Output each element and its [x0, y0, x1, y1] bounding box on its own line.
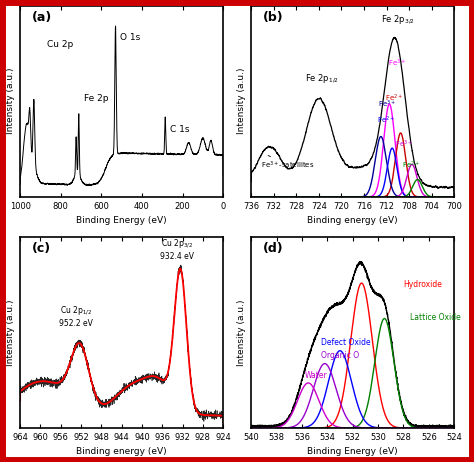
- Text: Defect Oxide: Defect Oxide: [321, 338, 371, 347]
- Text: C 1s: C 1s: [170, 125, 190, 134]
- Y-axis label: Intensity (a.u.): Intensity (a.u.): [6, 299, 15, 365]
- Text: Lattice Oxide: Lattice Oxide: [410, 313, 461, 322]
- X-axis label: Binding Energy (eV): Binding Energy (eV): [307, 447, 398, 456]
- X-axis label: Binding energy (eV): Binding energy (eV): [76, 447, 167, 456]
- Text: (b): (b): [264, 11, 284, 24]
- Text: Fe$^{2+}$: Fe$^{2+}$: [377, 115, 395, 126]
- Text: Fe$^{3+}$: Fe$^{3+}$: [395, 139, 414, 150]
- Text: O 1s: O 1s: [119, 33, 140, 42]
- Text: Fe$^{2+}$: Fe$^{2+}$: [402, 159, 420, 171]
- Text: Fe 2p: Fe 2p: [84, 94, 109, 103]
- Text: Fe$^{3+}$-satellites: Fe$^{3+}$-satellites: [261, 155, 315, 171]
- Text: Organic O: Organic O: [321, 351, 359, 360]
- Y-axis label: Intensity (a.u.): Intensity (a.u.): [237, 299, 246, 365]
- Text: Water: Water: [304, 371, 327, 380]
- Text: (c): (c): [32, 243, 51, 255]
- X-axis label: Binding Energy (eV): Binding Energy (eV): [76, 216, 167, 225]
- Text: Fe 2p$_{3/2}$: Fe 2p$_{3/2}$: [381, 12, 415, 25]
- Y-axis label: Intensity (a.u.): Intensity (a.u.): [237, 68, 246, 134]
- Y-axis label: Intensity (a.u.): Intensity (a.u.): [6, 68, 15, 134]
- Text: Cu 2p$_{1/2}$
952.2 eV: Cu 2p$_{1/2}$ 952.2 eV: [59, 304, 93, 328]
- Text: Fe$^{2+}$: Fe$^{2+}$: [385, 92, 403, 104]
- Text: Fe$^{3+}$: Fe$^{3+}$: [388, 57, 406, 69]
- Text: Cu 2p$_{3/2}$
932.4 eV: Cu 2p$_{3/2}$ 932.4 eV: [161, 237, 194, 261]
- Text: Fe$^{3+}$: Fe$^{3+}$: [378, 99, 396, 110]
- Text: Hydroxide: Hydroxide: [403, 280, 442, 289]
- X-axis label: Binding energy (eV): Binding energy (eV): [307, 216, 398, 225]
- Text: Fe 2p$_{1/2}$: Fe 2p$_{1/2}$: [305, 72, 339, 85]
- Text: (a): (a): [32, 11, 53, 24]
- Text: (d): (d): [264, 243, 284, 255]
- Text: Cu 2p: Cu 2p: [46, 40, 73, 49]
